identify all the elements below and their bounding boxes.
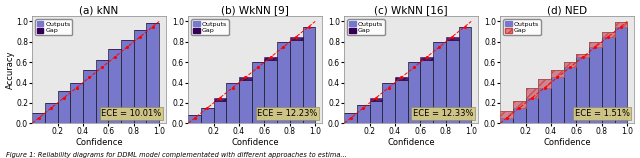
Bar [420, 57, 433, 60]
Bar [589, 42, 602, 123]
Legend: Outputs, Gap: Outputs, Gap [348, 19, 385, 35]
Bar [395, 77, 408, 80]
Bar [589, 42, 602, 47]
Title: (d) NED: (d) NED [547, 6, 587, 15]
Bar [538, 79, 551, 88]
Text: ECE = 12.33%: ECE = 12.33% [413, 109, 474, 118]
Text: ECE = 10.01%: ECE = 10.01% [101, 109, 161, 118]
Bar [290, 40, 303, 123]
Legend: Outputs, Gap: Outputs, Gap [191, 19, 228, 35]
Title: (c) WkNN [16]: (c) WkNN [16] [374, 6, 448, 15]
Bar [513, 101, 525, 108]
X-axis label: Confidence: Confidence [75, 138, 123, 147]
Bar [538, 79, 551, 123]
Bar [70, 82, 83, 123]
Bar [577, 54, 589, 57]
Bar [239, 77, 252, 80]
Bar [551, 70, 564, 77]
Bar [525, 88, 538, 123]
Bar [500, 111, 513, 123]
Bar [303, 27, 316, 123]
Bar [602, 32, 614, 123]
Bar [577, 54, 589, 123]
Bar [370, 101, 382, 123]
Bar [408, 62, 420, 123]
X-axis label: Confidence: Confidence [543, 138, 591, 147]
Bar [239, 80, 252, 123]
Bar [96, 60, 108, 123]
Bar [290, 37, 303, 40]
Bar [382, 82, 395, 123]
Title: (a) kNN: (a) kNN [79, 6, 118, 15]
Bar [420, 60, 433, 123]
Bar [32, 113, 45, 123]
Bar [370, 98, 382, 101]
Bar [214, 98, 227, 101]
X-axis label: Confidence: Confidence [231, 138, 278, 147]
Bar [188, 115, 201, 123]
Text: ECE = 1.51%: ECE = 1.51% [575, 109, 630, 118]
Bar [147, 23, 159, 123]
Bar [134, 30, 147, 123]
Bar [252, 62, 264, 123]
Bar [602, 32, 614, 37]
Bar [446, 37, 458, 40]
Bar [614, 22, 627, 123]
Legend: Outputs, Gap: Outputs, Gap [35, 19, 72, 35]
Bar [500, 111, 513, 118]
Bar [214, 101, 227, 123]
Bar [525, 88, 538, 98]
Bar [357, 105, 370, 123]
Bar [564, 62, 577, 123]
Text: ECE = 12.23%: ECE = 12.23% [257, 109, 317, 118]
Y-axis label: Accuracy: Accuracy [6, 51, 15, 89]
Bar [446, 40, 458, 123]
Bar [264, 60, 277, 123]
Bar [264, 57, 277, 60]
Bar [344, 113, 357, 123]
Bar [458, 27, 471, 123]
Bar [45, 103, 58, 123]
Bar [551, 70, 564, 123]
Bar [395, 80, 408, 123]
Bar [58, 91, 70, 123]
Text: Figure 1: Reliability diagrams for DDML model complementated with different appr: Figure 1: Reliability diagrams for DDML … [6, 152, 347, 158]
Bar [108, 49, 121, 123]
Bar [227, 82, 239, 123]
Bar [201, 108, 214, 123]
Title: (b) WkNN [9]: (b) WkNN [9] [221, 6, 289, 15]
Bar [121, 40, 134, 123]
Bar [513, 101, 525, 123]
Legend: Outputs, Gap: Outputs, Gap [504, 19, 541, 35]
Bar [83, 70, 96, 123]
Bar [564, 62, 577, 67]
X-axis label: Confidence: Confidence [387, 138, 435, 147]
Bar [277, 42, 290, 123]
Bar [614, 22, 627, 27]
Bar [433, 42, 446, 123]
